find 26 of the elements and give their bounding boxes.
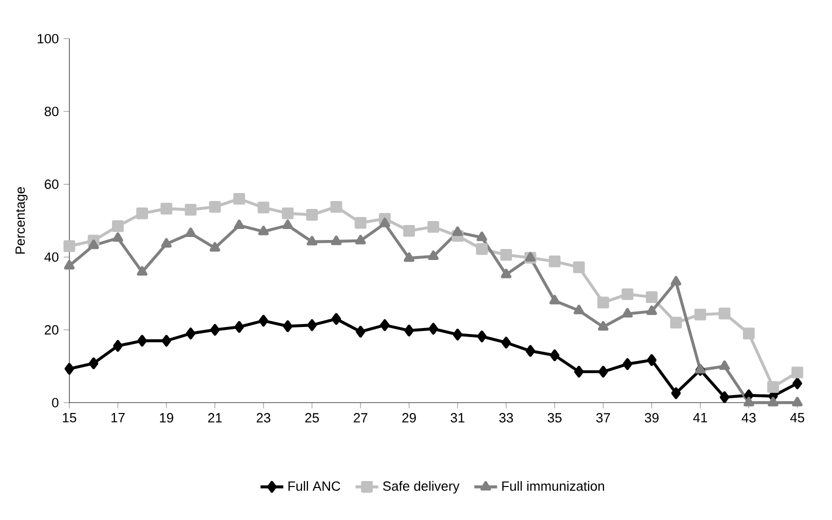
x-tick-label: 21 <box>208 413 222 422</box>
x-tick-label: 15 <box>62 413 76 422</box>
legend-label: Safe delivery <box>383 481 460 494</box>
y-tick-label: 60 <box>44 180 58 189</box>
y-tick-label: 40 <box>44 252 58 262</box>
x-tick-label: 17 <box>111 413 125 422</box>
x-tick-label: 35 <box>548 413 562 422</box>
x-tick-label: 25 <box>305 413 319 422</box>
x-tick-label: 33 <box>499 413 513 422</box>
y-tick-label: 0 <box>52 398 58 408</box>
y-tick-label: 80 <box>44 106 58 116</box>
x-tick-label: 37 <box>596 413 610 422</box>
x-tick-label: 41 <box>693 413 708 422</box>
x-tick-label: 27 <box>354 413 368 422</box>
x-tick-label: 31 <box>450 413 464 422</box>
x-tick-label: 39 <box>644 413 659 422</box>
x-tick-label: 29 <box>402 413 416 422</box>
y-axis-title: Percentage <box>16 187 28 254</box>
x-tick-label: 45 <box>790 413 804 422</box>
y-tick-label: 100 <box>38 34 58 44</box>
x-tick-label: 23 <box>256 413 270 422</box>
legend-label: Full immunization <box>502 481 604 491</box>
legend-label: Full ANC <box>288 481 340 491</box>
x-tick-label: 19 <box>160 413 174 422</box>
x-tick-label: 43 <box>742 413 756 422</box>
y-tick-label: 20 <box>44 325 58 335</box>
